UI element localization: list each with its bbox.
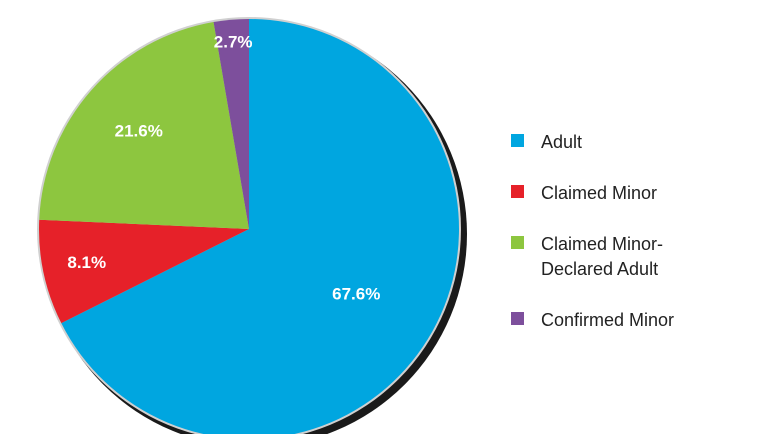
legend-label: Claimed Minor [541, 183, 658, 203]
data-label: 67.6% [332, 285, 380, 304]
legend-swatch [511, 185, 524, 198]
legend-label: Confirmed Minor [541, 310, 675, 330]
legend: Adult Claimed Minor Claimed Minor-Declared… [511, 130, 751, 359]
legend-swatch [511, 236, 524, 249]
legend-item: Claimed Minor [511, 181, 751, 206]
legend-item: Adult [511, 130, 751, 155]
data-label: 2.7% [214, 32, 253, 51]
pie-slice [61, 19, 459, 434]
legend-label: Claimed Minor-Declared Adult [541, 234, 664, 279]
data-label: 8.1% [67, 253, 106, 272]
pie-slice [213, 19, 249, 229]
legend-item: Confirmed Minor [511, 308, 751, 333]
legend-label: Adult [541, 132, 583, 152]
pie-slice [38, 219, 249, 324]
legend-swatch [511, 312, 524, 325]
legend-swatch [511, 134, 524, 147]
pie-slice [39, 22, 250, 230]
data-label: 21.6% [115, 121, 163, 140]
legend-item: Claimed Minor-Declared Adult [511, 232, 751, 282]
